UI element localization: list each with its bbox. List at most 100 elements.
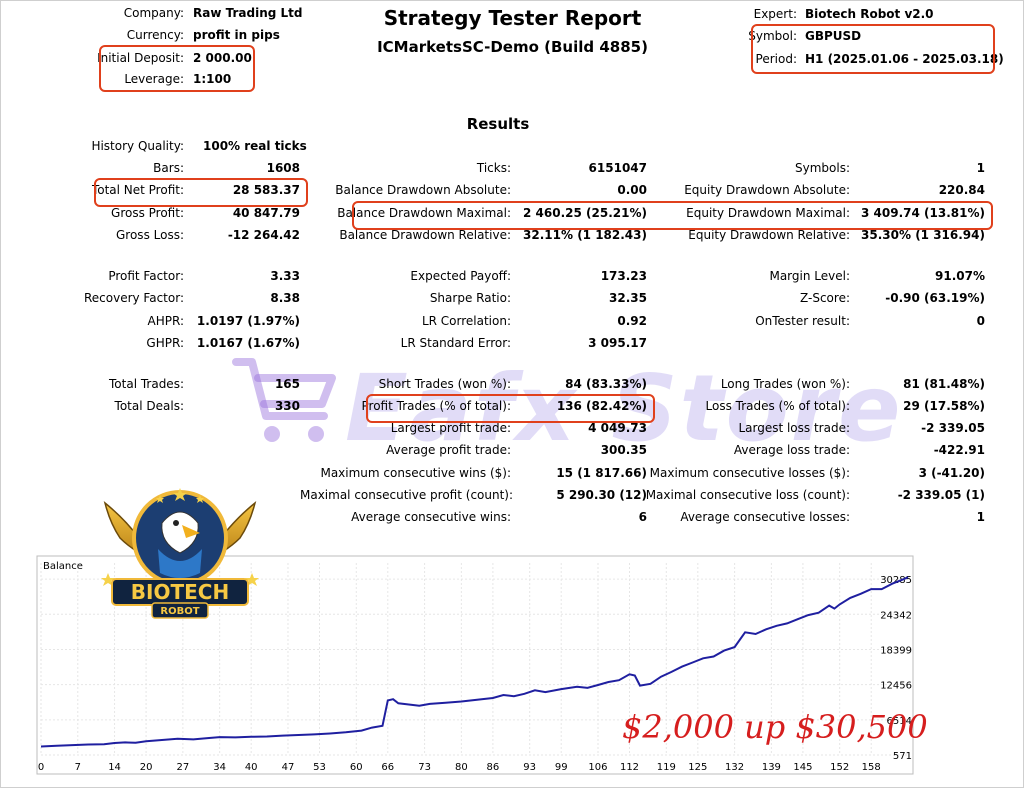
logo-text-robot: ROBOT bbox=[160, 606, 199, 617]
largest-profit-trade-label: Largest profit trade: bbox=[390, 421, 511, 435]
bars-value: 1608 bbox=[266, 161, 300, 175]
total-deals-value: 330 bbox=[274, 399, 300, 413]
average-consecutive-losses-label: Average consecutive losses: bbox=[680, 510, 850, 524]
maximal-consecutive-loss-count-value: -2 339.05 (1) bbox=[897, 488, 985, 502]
x-tick-label: 112 bbox=[620, 762, 639, 773]
logo-text-biotech: BIOTECH bbox=[131, 580, 229, 604]
history-quality-label: History Quality: bbox=[91, 139, 184, 153]
average-profit-trade-label: Average profit trade: bbox=[386, 443, 511, 457]
maximal-consecutive-profit-count-label: Maximal consecutive profit (count): bbox=[300, 488, 514, 502]
balance-drawdown-absolute-label: Balance Drawdown Absolute: bbox=[335, 183, 511, 197]
symbols-label: Symbols: bbox=[795, 161, 850, 175]
profit-trades-of-total-value: 136 (82.42%) bbox=[556, 399, 647, 413]
ontester-result-value: 0 bbox=[976, 314, 985, 328]
margin-level-label: Margin Level: bbox=[769, 269, 850, 283]
ahpr-value: 1.0197 (1.97%) bbox=[196, 314, 300, 328]
equity-drawdown-maximal-value: 3 409.74 (13.81%) bbox=[861, 206, 985, 220]
y-tick-label: 12456 bbox=[880, 681, 912, 692]
lr-standard-error-label: LR Standard Error: bbox=[400, 336, 511, 350]
sharpe-ratio-label: Sharpe Ratio: bbox=[429, 291, 511, 305]
average-consecutive-wins-label: Average consecutive wins: bbox=[351, 510, 511, 524]
ticks-label: Ticks: bbox=[476, 161, 511, 175]
balance-drawdown-relative-label: Balance Drawdown Relative: bbox=[339, 228, 511, 242]
equity-drawdown-absolute-label: Equity Drawdown Absolute: bbox=[684, 183, 850, 197]
eagle-icon bbox=[158, 511, 202, 578]
symbol-period-highlight-box bbox=[751, 24, 995, 74]
equity-drawdown-relative-value: 35.30% (1 316.94) bbox=[861, 228, 985, 242]
recovery-factor-label: Recovery Factor: bbox=[83, 291, 184, 305]
expected-payoff-value: 173.23 bbox=[600, 269, 647, 283]
y-tick-label: 571 bbox=[893, 751, 912, 762]
y-tick-label: 18399 bbox=[880, 645, 912, 656]
balance-drawdown-relative-value: 32.11% (1 182.43) bbox=[523, 228, 647, 242]
watermark-text: Eafx Store bbox=[345, 355, 903, 462]
balance-series-line bbox=[40, 576, 909, 748]
x-tick-label: 158 bbox=[862, 762, 881, 773]
x-tick-label: 80 bbox=[455, 762, 468, 773]
report-title: Strategy Tester Report bbox=[383, 6, 642, 30]
largest-profit-trade-value: 4 049.73 bbox=[588, 421, 647, 435]
long-trades-won-value: 81 (81.48%) bbox=[903, 377, 985, 391]
company-label: Company: bbox=[123, 6, 184, 20]
x-tick-label: 66 bbox=[381, 762, 394, 773]
maximal-consecutive-profit-count-value: 5 290.30 (12) bbox=[556, 488, 647, 502]
drawdown-highlight-box bbox=[352, 201, 993, 230]
symbol-label: Symbol: bbox=[748, 29, 797, 43]
company-value: Raw Trading Ltd bbox=[193, 6, 303, 20]
short-trades-won-label: Short Trades (won %): bbox=[378, 377, 511, 391]
lr-standard-error-value: 3 095.17 bbox=[588, 336, 647, 350]
initial-deposit-label: Initial Deposit: bbox=[97, 51, 184, 65]
total-trades-label: Total Trades: bbox=[109, 377, 184, 391]
gross-loss-label: Gross Loss: bbox=[116, 228, 184, 242]
equity-drawdown-absolute-value: 220.84 bbox=[938, 183, 985, 197]
x-tick-label: 132 bbox=[725, 762, 744, 773]
average-loss-trade-value: -422.91 bbox=[933, 443, 985, 457]
maximum-consecutive-wins-value: 15 (1 817.66) bbox=[556, 466, 647, 480]
loss-trades-of-total-value: 29 (17.58%) bbox=[903, 399, 985, 413]
maximal-consecutive-loss-count-label: Maximal consecutive loss (count): bbox=[645, 488, 850, 502]
profit-trades-of-total-label: Profit Trades (% of total): bbox=[361, 399, 511, 413]
ticks-value: 6151047 bbox=[588, 161, 647, 175]
leverage-value: 1:100 bbox=[193, 72, 232, 86]
recovery-factor-value: 8.38 bbox=[270, 291, 300, 305]
expert-value: Biotech Robot v2.0 bbox=[805, 7, 934, 21]
equity-drawdown-maximal-label: Equity Drawdown Maximal: bbox=[686, 206, 850, 220]
x-tick-label: 47 bbox=[282, 762, 295, 773]
largest-loss-trade-label: Largest loss trade: bbox=[738, 421, 850, 435]
symbols-value: 1 bbox=[976, 161, 985, 175]
initial-deposit-value: 2 000.00 bbox=[193, 51, 252, 65]
lr-correlation-label: LR Correlation: bbox=[421, 314, 511, 328]
leverage-label: Leverage: bbox=[124, 72, 184, 86]
average-consecutive-losses-value: 1 bbox=[976, 510, 985, 524]
equity-drawdown-relative-label: Equity Drawdown Relative: bbox=[688, 228, 850, 242]
x-tick-label: 139 bbox=[762, 762, 781, 773]
x-tick-label: 73 bbox=[418, 762, 431, 773]
expert-label: Expert: bbox=[753, 7, 797, 21]
currency-label: Currency: bbox=[126, 28, 184, 42]
lr-correlation-value: 0.92 bbox=[617, 314, 647, 328]
results-heading: Results bbox=[466, 115, 530, 133]
bars-label: Bars: bbox=[153, 161, 184, 175]
average-loss-trade-label: Average loss trade: bbox=[733, 443, 850, 457]
z-score-label: Z-Score: bbox=[800, 291, 850, 305]
gross-profit-value: 40 847.79 bbox=[232, 206, 300, 220]
deposit-highlight-box bbox=[99, 45, 255, 92]
profit-trades-highlight-box bbox=[366, 394, 655, 423]
x-tick-label: 53 bbox=[313, 762, 326, 773]
gross-profit-label: Gross Profit: bbox=[111, 206, 184, 220]
balance-drawdown-absolute-value: 0.00 bbox=[617, 183, 647, 197]
x-tick-label: 0 bbox=[38, 762, 44, 773]
short-trades-won-value: 84 (83.33%) bbox=[565, 377, 647, 391]
z-score-value: -0.90 (63.19%) bbox=[885, 291, 985, 305]
ahpr-label: AHPR: bbox=[147, 314, 184, 328]
x-tick-label: 27 bbox=[177, 762, 190, 773]
chart-title: Balance bbox=[43, 561, 83, 572]
x-tick-label: 60 bbox=[350, 762, 363, 773]
x-tick-label: 119 bbox=[657, 762, 676, 773]
currency-value: profit in pips bbox=[193, 28, 280, 42]
profit-factor-label: Profit Factor: bbox=[108, 269, 184, 283]
profit-annotation: $2,000 up $30,500 bbox=[622, 708, 928, 746]
x-tick-label: 125 bbox=[688, 762, 707, 773]
total-net-profit-label: Total Net Profit: bbox=[91, 183, 184, 197]
x-tick-label: 145 bbox=[793, 762, 812, 773]
